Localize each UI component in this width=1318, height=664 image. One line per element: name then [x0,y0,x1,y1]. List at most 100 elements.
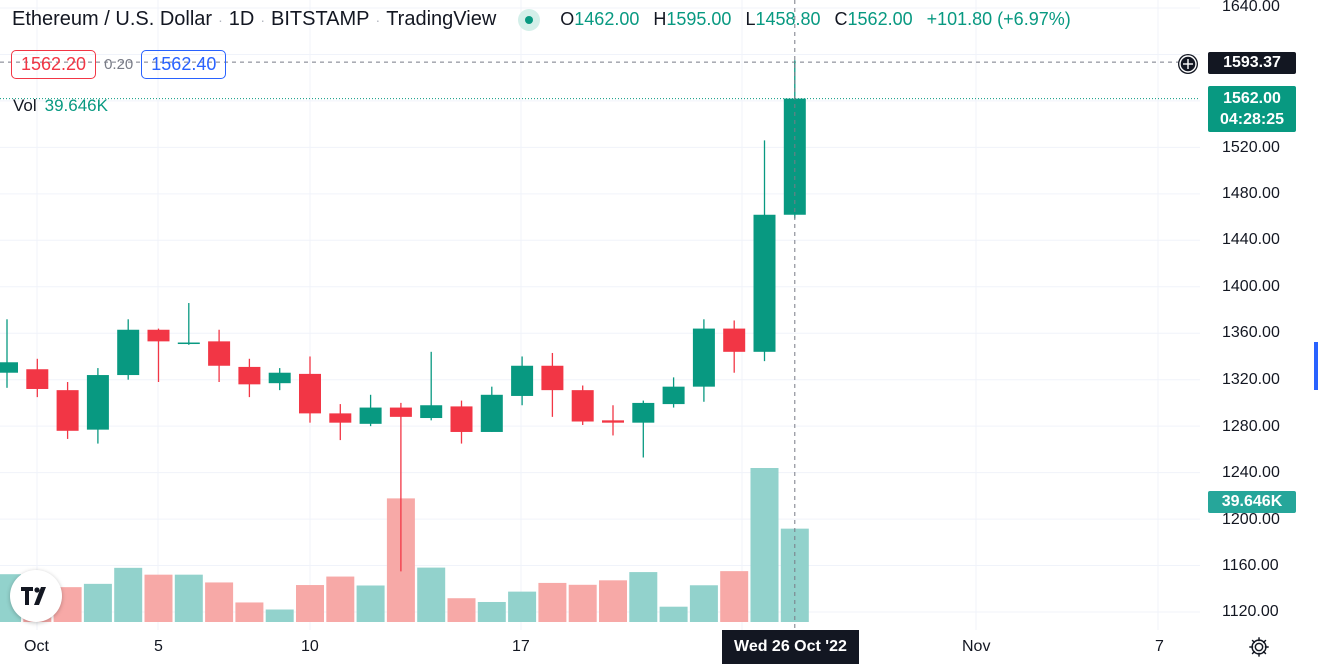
time-axis[interactable]: Oct 5 10 17 Nov 7 Wed 26 Oct '22 [0,630,1318,664]
exchange-label: BITSTAMP [271,8,370,30]
candle-body [117,329,140,376]
candle-body [299,373,321,414]
candle-body [632,402,655,423]
bar-countdown: 04:28:25 [1219,111,1285,128]
volume-bar [83,583,112,622]
candle-body [147,329,170,342]
price-tick: 1520.00 [1222,139,1280,156]
volume-bar [356,585,385,622]
candle-body [0,362,18,373]
candle-body [723,328,746,352]
volume-bar [659,606,688,622]
candle-body [480,394,503,432]
ohlc-open: O1462.00 [560,9,640,29]
volume-bar [114,567,143,622]
volume-legend: Vol 39.646K [13,96,108,116]
time-tick: 7 [1155,638,1164,655]
candle-body [753,214,776,352]
interval-label[interactable]: 1D [228,8,255,30]
ohlc-change: +101.80 (+6.97%) [926,9,1071,29]
candle-body [26,369,49,389]
last-price-label: 1562.00 04:28:25 [1208,86,1296,132]
volume-bar [447,598,476,622]
candle-body [783,98,806,215]
time-tick: Nov [962,638,991,655]
quote-panel: 1562.20 0.20 1562.40 [11,50,227,79]
candle-body [420,405,443,419]
scroll-handle[interactable] [1314,342,1318,390]
volume-bar [568,584,597,622]
volume-bar [629,572,658,622]
separator-dot: · [375,11,381,28]
price-tick: 1440.00 [1222,231,1280,248]
price-tick: 1200.00 [1222,511,1280,528]
volume-bar [477,601,506,622]
price-tick: 1360.00 [1222,324,1280,341]
ohlc-legend: O1462.00 H1595.00 L1458.80 C1562.00 +101… [560,9,1070,30]
volume-bar [417,567,446,622]
live-dot-icon [518,8,541,31]
tradingview-logo-icon[interactable] [10,570,62,622]
candle-body [692,328,715,387]
volume-legend-label: Vol [13,96,37,115]
separator-dot: · [260,11,265,28]
volume-bar [538,582,567,622]
candle-body [56,390,79,431]
spread-value: 0.20 [104,56,134,73]
candle-body [662,386,685,405]
candle-body [602,420,624,423]
volume-bar [689,585,718,622]
ohlc-high: H1595.00 [653,9,732,29]
time-tick: 10 [301,638,319,655]
source-label: TradingView [386,8,497,30]
candle-body [511,365,534,396]
last-price-value: 1562.00 [1223,90,1281,107]
price-tick: 1120.00 [1222,603,1279,620]
price-tick: 1400.00 [1222,278,1280,295]
sell-price-button[interactable]: 1562.20 [11,50,97,79]
symbol-name[interactable]: Ethereum / U.S. Dollar [12,8,213,30]
candle-body [359,407,382,424]
candle-body [238,366,261,385]
candle-body [329,413,352,423]
volume-bar [508,591,537,622]
price-tick: 1640.00 [1222,0,1280,15]
chart-canvas[interactable] [0,0,1200,630]
price-tick: 1320.00 [1222,371,1280,388]
candle-body [571,390,594,422]
volume-bar [235,602,264,622]
price-tick: 1280.00 [1222,418,1280,435]
ohlc-low: L1458.80 [745,9,821,29]
time-tick: Oct [24,638,49,655]
settings-gear-icon[interactable] [1248,636,1270,658]
ohlc-close: C1562.00 [834,9,913,29]
candle-body [208,341,231,366]
candle-body [450,406,473,432]
buy-price-button[interactable]: 1562.40 [141,50,227,79]
crosshair-price-label: 1593.37 [1208,52,1296,74]
candle-body [389,407,412,417]
price-tick: 1160.00 [1222,557,1279,574]
volume-bar [720,571,749,622]
volume-bar [750,468,779,622]
crosshair-date-label: Wed 26 Oct '22 [722,630,859,664]
chart-pane[interactable] [0,0,1200,630]
volume-bar [599,580,627,622]
separator-dot: · [218,11,223,28]
candle-body [541,365,564,391]
chart-header: Ethereum / U.S. Dollar · 1D · BITSTAMP ·… [12,8,1071,31]
volume-legend-value: 39.646K [44,96,108,115]
volume-axis-label: 39.646K [1208,491,1296,513]
volume-bar [205,582,234,622]
volume-bar [144,574,173,622]
volume-bar [174,574,203,622]
candle-body [86,375,109,430]
time-tick: 5 [154,638,163,655]
volume-bar [326,576,355,622]
volume-bar [265,609,294,622]
candle-body [268,372,291,384]
crosshair-plus-icon[interactable] [1176,52,1200,76]
price-tick: 1240.00 [1222,464,1280,481]
candle-body [177,342,200,345]
price-tick: 1480.00 [1222,185,1280,202]
